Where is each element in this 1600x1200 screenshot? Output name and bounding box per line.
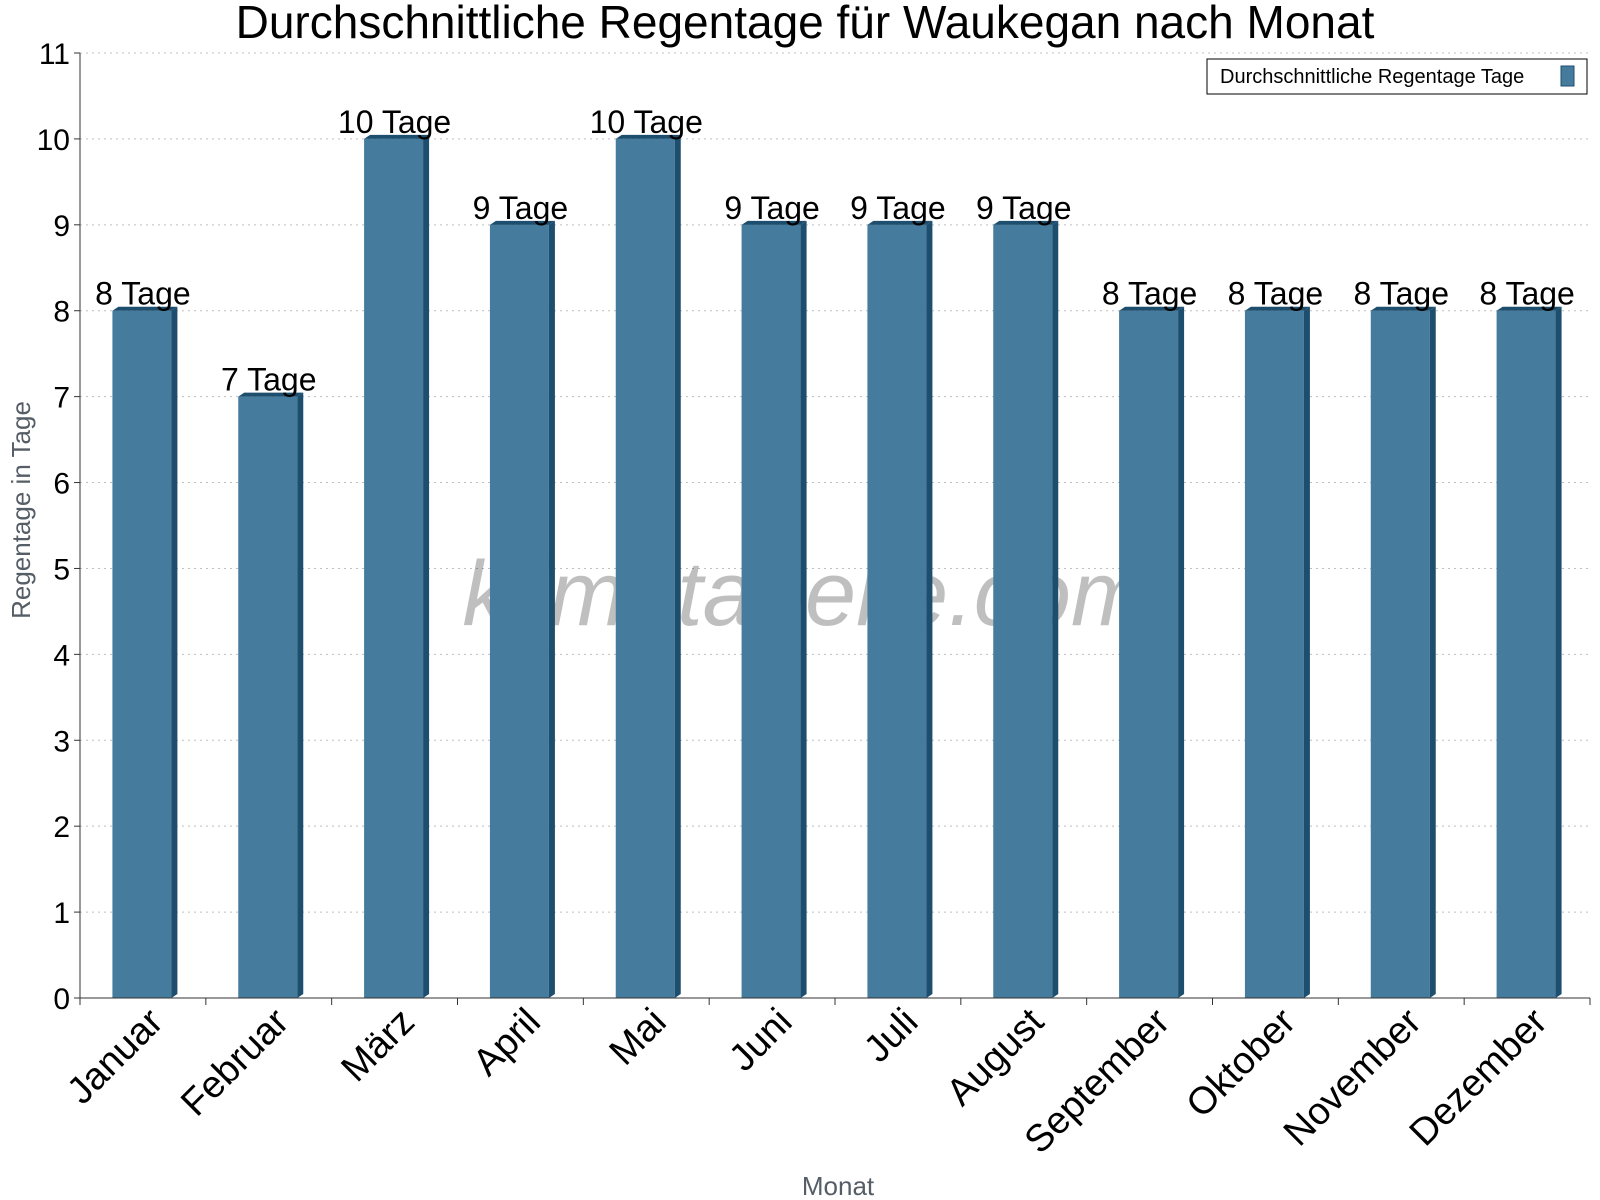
y-tick-label: 2 bbox=[53, 811, 70, 844]
y-tick-label: 6 bbox=[53, 468, 70, 501]
bar-august bbox=[993, 220, 1059, 998]
grid-lines bbox=[80, 52, 1590, 913]
data-label: 9 Tage bbox=[473, 190, 569, 226]
y-tick-label: 7 bbox=[53, 382, 70, 415]
bar-top bbox=[112, 306, 178, 311]
y-tick-label: 9 bbox=[53, 210, 70, 243]
data-labels: 8 Tage 7 Tage 10 Tage 9 Tage 10 Tage 9 Tage 9 … bbox=[95, 104, 1575, 398]
bar-top bbox=[1496, 306, 1562, 311]
bar-front bbox=[1496, 310, 1556, 998]
legend: Durchschnittliche Regentage Tage bbox=[1206, 58, 1588, 95]
data-label: 8 Tage bbox=[1479, 276, 1575, 312]
bar-front bbox=[615, 138, 675, 999]
x-tick-label: Mai bbox=[602, 1001, 675, 1074]
x-tick-label: Juni bbox=[721, 1001, 800, 1080]
y-tick-labels: 0 1 2 3 4 5 6 7 8 9 10 11 bbox=[37, 38, 70, 1016]
legend-box bbox=[1206, 58, 1588, 95]
x-tick-labels: Januar Februar März April Mai Juni Juli AugustS… bbox=[59, 1000, 1555, 1161]
data-label: 9 Tage bbox=[724, 190, 820, 226]
bar-front bbox=[1244, 310, 1304, 998]
bar-side bbox=[297, 392, 304, 998]
x-tick-label: März bbox=[334, 1001, 423, 1090]
bar-top bbox=[238, 392, 304, 397]
x-tick-label: April bbox=[465, 1001, 548, 1084]
bar-top bbox=[1244, 306, 1310, 311]
x-tick-label: November bbox=[1276, 1000, 1430, 1154]
y-tick-label: 1 bbox=[53, 897, 70, 930]
data-label: 8 Tage bbox=[95, 276, 191, 312]
y-tick-label: 4 bbox=[53, 639, 70, 672]
bar-front bbox=[112, 310, 172, 998]
y-tick-label: 10 bbox=[37, 124, 70, 157]
bar-side bbox=[926, 220, 933, 998]
bar-dezember bbox=[1496, 306, 1562, 998]
bar-front bbox=[1370, 310, 1430, 998]
bar-side bbox=[1178, 306, 1185, 998]
bar-front bbox=[238, 396, 298, 998]
x-tick-label: Oktober bbox=[1179, 1000, 1305, 1126]
data-label: 8 Tage bbox=[1102, 276, 1198, 312]
bar-top bbox=[364, 134, 430, 139]
bar-januar bbox=[112, 306, 178, 998]
bar-front bbox=[741, 224, 801, 998]
bar-side bbox=[548, 220, 555, 998]
bar-top bbox=[1370, 306, 1436, 311]
bar-front bbox=[489, 224, 549, 998]
bar-front bbox=[993, 224, 1053, 998]
bar-front bbox=[867, 224, 927, 998]
bar-top bbox=[741, 220, 807, 225]
bar-side bbox=[674, 134, 681, 999]
y-tick-label: 5 bbox=[53, 553, 70, 586]
data-label: 8 Tage bbox=[1354, 276, 1450, 312]
bar-top bbox=[1119, 306, 1185, 311]
y-axis-label: Regentage in Tage bbox=[6, 401, 36, 619]
legend-label: Durchschnittliche Regentage Tage bbox=[1220, 66, 1524, 88]
x-axis-label: Monat bbox=[802, 1171, 875, 1200]
bar-juni bbox=[741, 220, 807, 998]
bar-juli bbox=[867, 220, 933, 998]
bar-side bbox=[423, 134, 430, 999]
data-label: 8 Tage bbox=[1228, 276, 1324, 312]
axes bbox=[74, 52, 1591, 1005]
bar-november bbox=[1370, 306, 1436, 998]
data-label: 10 Tage bbox=[338, 104, 451, 140]
bar-mai bbox=[615, 134, 681, 999]
x-tick-label: Dezember bbox=[1402, 1000, 1556, 1154]
bar-side bbox=[1555, 306, 1562, 998]
data-label: 7 Tage bbox=[221, 362, 317, 398]
bar-top bbox=[615, 134, 681, 139]
bar-side bbox=[171, 306, 178, 998]
bar-april bbox=[489, 220, 555, 998]
bar-side bbox=[1303, 306, 1310, 998]
chart-title: Durchschnittliche Regentage für Waukegan… bbox=[236, 0, 1375, 48]
x-tick-label: August bbox=[939, 1000, 1053, 1114]
y-tick-label: 3 bbox=[53, 725, 70, 758]
bar-side bbox=[800, 220, 807, 998]
bar-september bbox=[1119, 306, 1185, 998]
x-tick-label: Juli bbox=[856, 1001, 926, 1071]
bar-side bbox=[1429, 306, 1436, 998]
bar-februar bbox=[238, 392, 304, 998]
bars bbox=[112, 134, 1562, 999]
bar-side bbox=[1052, 220, 1059, 998]
bar-märz bbox=[364, 134, 430, 999]
y-tick-label: 8 bbox=[53, 296, 70, 329]
y-tick-label: 0 bbox=[53, 983, 70, 1016]
x-tick-label: Februar bbox=[173, 1000, 297, 1124]
bar-oktober bbox=[1244, 306, 1310, 998]
legend-swatch bbox=[1560, 65, 1575, 87]
bar-front bbox=[1119, 310, 1179, 998]
data-label: 9 Tage bbox=[850, 190, 946, 226]
data-label: 10 Tage bbox=[590, 104, 703, 140]
bar-top bbox=[867, 220, 933, 225]
y-tick-label: 11 bbox=[39, 38, 70, 71]
bar-front bbox=[364, 138, 424, 999]
x-tick-label: Januar bbox=[59, 1000, 171, 1112]
bar-top bbox=[993, 220, 1059, 225]
bar-top bbox=[489, 220, 555, 225]
data-label: 9 Tage bbox=[976, 190, 1072, 226]
